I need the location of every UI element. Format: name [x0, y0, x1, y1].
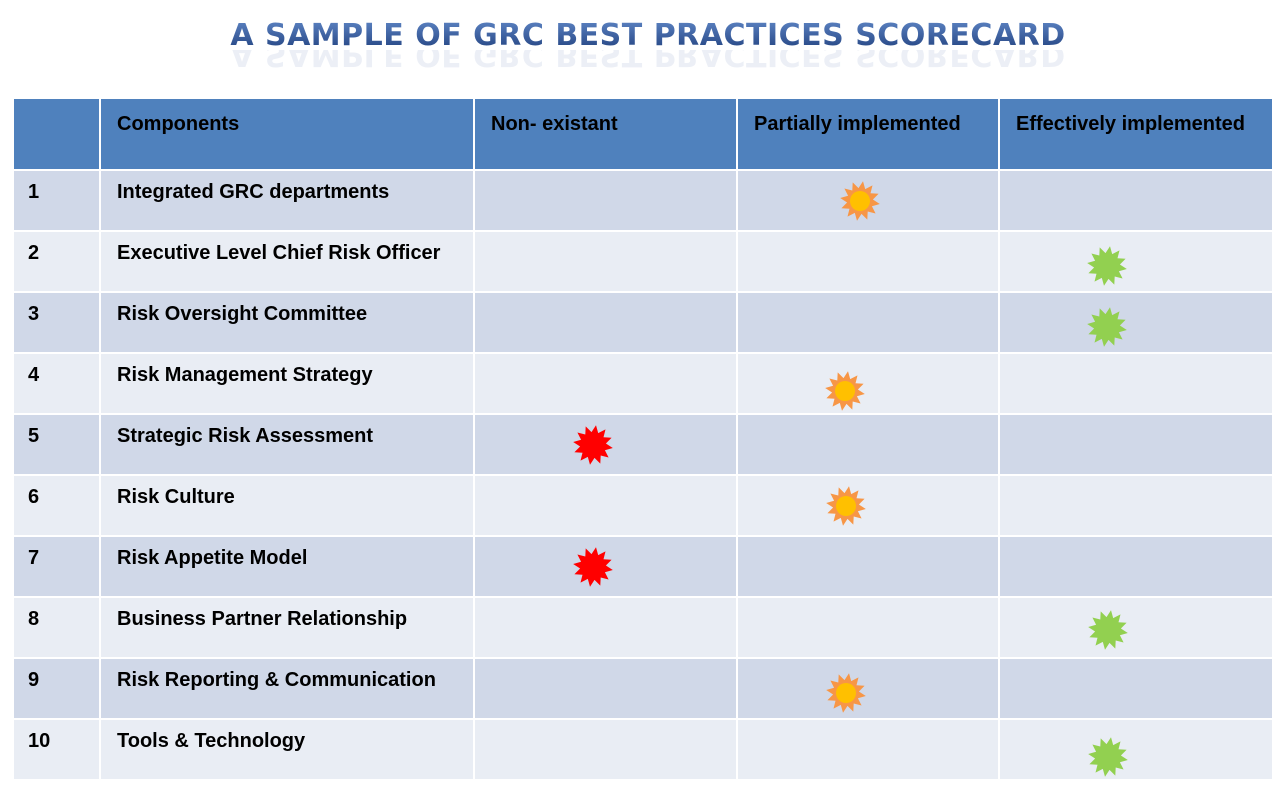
cell-non-existant — [475, 537, 736, 596]
cell-partially-implemented — [738, 476, 998, 535]
cell-non-existant — [475, 598, 736, 657]
cell-non-existant — [475, 293, 736, 352]
starburst-icon — [1085, 305, 1129, 349]
starburst-icon — [1086, 735, 1130, 779]
component-name: Integrated GRC departments — [101, 171, 473, 230]
cell-non-existant — [475, 354, 736, 413]
component-name: Risk Culture — [101, 476, 473, 535]
cell-effectively-implemented — [1000, 293, 1272, 352]
row-number: 5 — [14, 415, 99, 474]
row-number: 8 — [14, 598, 99, 657]
component-name: Tools & Technology — [101, 720, 473, 779]
component-name: Risk Appetite Model — [101, 537, 473, 596]
cell-partially-implemented — [738, 232, 998, 291]
cell-partially-implemented — [738, 598, 998, 657]
starburst-icon — [1085, 244, 1129, 288]
table-row: 1 Integrated GRC departments — [14, 171, 1272, 230]
header-effectively-implemented: Effectively implemented — [1000, 99, 1272, 169]
page-title: A SAMPLE OF GRC BEST PRACTICES SCORECARD — [0, 18, 1286, 53]
cell-non-existant — [475, 476, 736, 535]
table-row: 7 Risk Appetite Model — [14, 537, 1272, 596]
table-row: 4 Risk Management Strategy — [14, 354, 1272, 413]
cell-effectively-implemented — [1000, 659, 1272, 718]
cell-partially-implemented — [738, 659, 998, 718]
table-row: 3 Risk Oversight Committee — [14, 293, 1272, 352]
row-number: 2 — [14, 232, 99, 291]
cell-partially-implemented — [738, 293, 998, 352]
component-name: Strategic Risk Assessment — [101, 415, 473, 474]
cell-effectively-implemented — [1000, 720, 1272, 779]
component-name: Risk Management Strategy — [101, 354, 473, 413]
starburst-icon — [1086, 608, 1130, 652]
cell-effectively-implemented — [1000, 354, 1272, 413]
cell-non-existant — [475, 720, 736, 779]
cell-effectively-implemented — [1000, 415, 1272, 474]
header-row: Components Non- existant Partially imple… — [14, 99, 1272, 169]
component-name: Risk Reporting & Communication — [101, 659, 473, 718]
cell-partially-implemented — [738, 354, 998, 413]
starburst-icon — [823, 369, 867, 413]
cell-non-existant — [475, 659, 736, 718]
starburst-icon — [571, 545, 615, 589]
cell-non-existant — [475, 415, 736, 474]
cell-partially-implemented — [738, 537, 998, 596]
cell-non-existant — [475, 171, 736, 230]
table-row: 10 Tools & Technology — [14, 720, 1272, 779]
component-name: Risk Oversight Committee — [101, 293, 473, 352]
cell-non-existant — [475, 232, 736, 291]
row-number: 7 — [14, 537, 99, 596]
row-number: 4 — [14, 354, 99, 413]
cell-effectively-implemented — [1000, 232, 1272, 291]
table-row: 2 Executive Level Chief Risk Officer — [14, 232, 1272, 291]
cell-effectively-implemented — [1000, 537, 1272, 596]
cell-partially-implemented — [738, 415, 998, 474]
header-non-existant: Non- existant — [475, 99, 736, 169]
cell-partially-implemented — [738, 171, 998, 230]
row-number: 6 — [14, 476, 99, 535]
header-components: Components — [101, 99, 473, 169]
starburst-icon — [571, 423, 615, 467]
header-partially-implemented: Partially implemented — [738, 99, 998, 169]
component-name: Business Partner Relationship — [101, 598, 473, 657]
row-number: 9 — [14, 659, 99, 718]
table-row: 5 Strategic Risk Assessment — [14, 415, 1272, 474]
row-number: 10 — [14, 720, 99, 779]
table-row: 9 Risk Reporting & Communication — [14, 659, 1272, 718]
starburst-icon — [838, 179, 882, 223]
scorecard-table: Components Non- existant Partially imple… — [12, 97, 1274, 781]
cell-partially-implemented — [738, 720, 998, 779]
title-reflection: A SAMPLE OF GRC BEST PRACTICES SCORECARD — [230, 50, 1066, 72]
starburst-icon — [824, 484, 868, 528]
table-row: 6 Risk Culture — [14, 476, 1272, 535]
cell-effectively-implemented — [1000, 171, 1272, 230]
starburst-icon — [824, 671, 868, 715]
row-number: 1 — [14, 171, 99, 230]
header-number — [14, 99, 99, 169]
row-number: 3 — [14, 293, 99, 352]
table-row: 8 Business Partner Relationship — [14, 598, 1272, 657]
component-name: Executive Level Chief Risk Officer — [101, 232, 473, 291]
cell-effectively-implemented — [1000, 476, 1272, 535]
cell-effectively-implemented — [1000, 598, 1272, 657]
